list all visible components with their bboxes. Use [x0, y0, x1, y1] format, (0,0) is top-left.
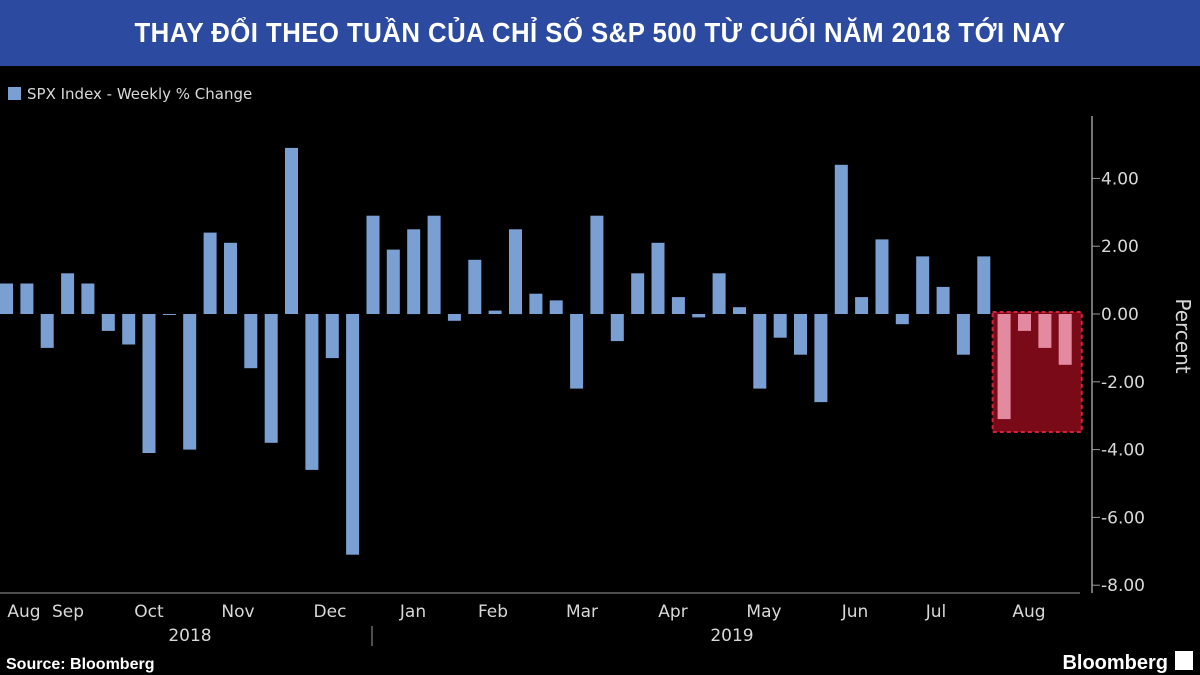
- bar: [733, 307, 746, 314]
- bar: [794, 314, 807, 355]
- bar: [183, 314, 197, 450]
- bar: [346, 314, 360, 555]
- bar: [692, 314, 706, 318]
- bar: [122, 314, 136, 345]
- bar: [1038, 314, 1052, 348]
- bar: [590, 215, 604, 314]
- y-ticks: 4.00 2.00 0.00 -2.00 -4.00 -6.00 -8.00: [1092, 169, 1145, 596]
- bar: [875, 239, 889, 314]
- year-label: 2019: [710, 626, 753, 646]
- chart-title: THAY ĐỔI THEO TUẦN CỦA CHỈ SỐ S&P 500 TỪ…: [134, 17, 1066, 48]
- bar: [855, 297, 869, 314]
- bar: [366, 215, 380, 314]
- year-labels: 2018 2019: [168, 626, 753, 646]
- bar: [509, 229, 522, 315]
- bar: [447, 314, 461, 321]
- bar: [773, 314, 787, 338]
- x-tick-label: Dec: [314, 602, 347, 622]
- bar: [814, 314, 828, 403]
- bar: [610, 314, 624, 342]
- bar: [407, 229, 421, 315]
- bar: [142, 314, 156, 453]
- x-tick-label: Sep: [52, 602, 84, 622]
- y-tick-label: -2.00: [1101, 373, 1145, 393]
- x-tick-label: Apr: [658, 602, 687, 622]
- bar: [753, 314, 767, 389]
- y-tick-label: 4.00: [1101, 169, 1139, 189]
- title-banner: THAY ĐỔI THEO TUẦN CỦA CHỈ SỐ S&P 500 TỪ…: [0, 0, 1200, 66]
- x-tick-label: Jan: [399, 602, 426, 622]
- bar: [936, 286, 950, 314]
- bar: [203, 232, 217, 314]
- bar: [386, 249, 400, 314]
- x-ticks: Aug Sep Oct Nov Dec Jan Feb Mar Apr May Jun Jul Aug: [7, 602, 1045, 622]
- source-label: Source: Bloomberg: [6, 656, 154, 673]
- x-tick-label: Oct: [134, 602, 164, 622]
- legend: SPX Index - Weekly % Change: [8, 85, 252, 103]
- brand-logo: Bloomberg: [1062, 652, 1168, 674]
- y-tick-label: -8.00: [1101, 576, 1145, 596]
- bar: [325, 314, 339, 359]
- chart-area: SPX Index - Weekly % Change 4.00 2.00 0.00…: [0, 85, 1195, 674]
- x-tick-label: Aug: [1012, 602, 1045, 622]
- bar: [81, 283, 95, 314]
- bar: [529, 293, 543, 314]
- x-tick-label: Nov: [221, 602, 254, 622]
- bar: [712, 273, 726, 314]
- legend-swatch: [8, 87, 21, 100]
- bar: [549, 300, 563, 314]
- bar: [631, 273, 645, 314]
- bar: [1018, 314, 1031, 331]
- bar: [0, 283, 13, 314]
- bar: [956, 314, 970, 355]
- bar: [305, 314, 319, 470]
- bar: [895, 314, 909, 325]
- bar: [427, 215, 441, 314]
- bar: [162, 314, 176, 315]
- x-tick-label: Aug: [7, 602, 40, 622]
- bar: [264, 314, 278, 443]
- bar: [651, 242, 665, 314]
- bar: [997, 314, 1011, 420]
- y-tick-label: 2.00: [1101, 237, 1139, 257]
- bar: [1058, 314, 1072, 365]
- brand-icon: [1175, 651, 1193, 670]
- x-tick-label: Jun: [841, 602, 869, 622]
- y-tick-label: -6.00: [1101, 508, 1145, 528]
- bar: [20, 283, 34, 314]
- year-label: 2018: [168, 626, 211, 646]
- x-tick-label: Jul: [925, 602, 947, 622]
- bars: [0, 147, 1072, 555]
- y-tick-label: 0.00: [1101, 305, 1139, 325]
- bar: [285, 147, 298, 314]
- bar: [101, 314, 115, 331]
- bar: [671, 297, 685, 314]
- bar: [61, 273, 75, 314]
- bar: [834, 164, 848, 314]
- legend-label: SPX Index - Weekly % Change: [27, 85, 252, 103]
- x-tick-label: Feb: [478, 602, 508, 622]
- bar: [488, 310, 502, 314]
- y-tick-label: -4.00: [1101, 441, 1145, 461]
- bar: [916, 256, 930, 314]
- x-tick-label: May: [746, 602, 781, 622]
- bar: [570, 314, 584, 389]
- bar: [244, 314, 258, 369]
- bar: [468, 259, 482, 314]
- y-axis-label: Percent: [1171, 298, 1195, 373]
- x-tick-label: Mar: [566, 602, 598, 622]
- bar: [977, 256, 991, 314]
- bar: [40, 314, 54, 348]
- bar: [224, 242, 237, 314]
